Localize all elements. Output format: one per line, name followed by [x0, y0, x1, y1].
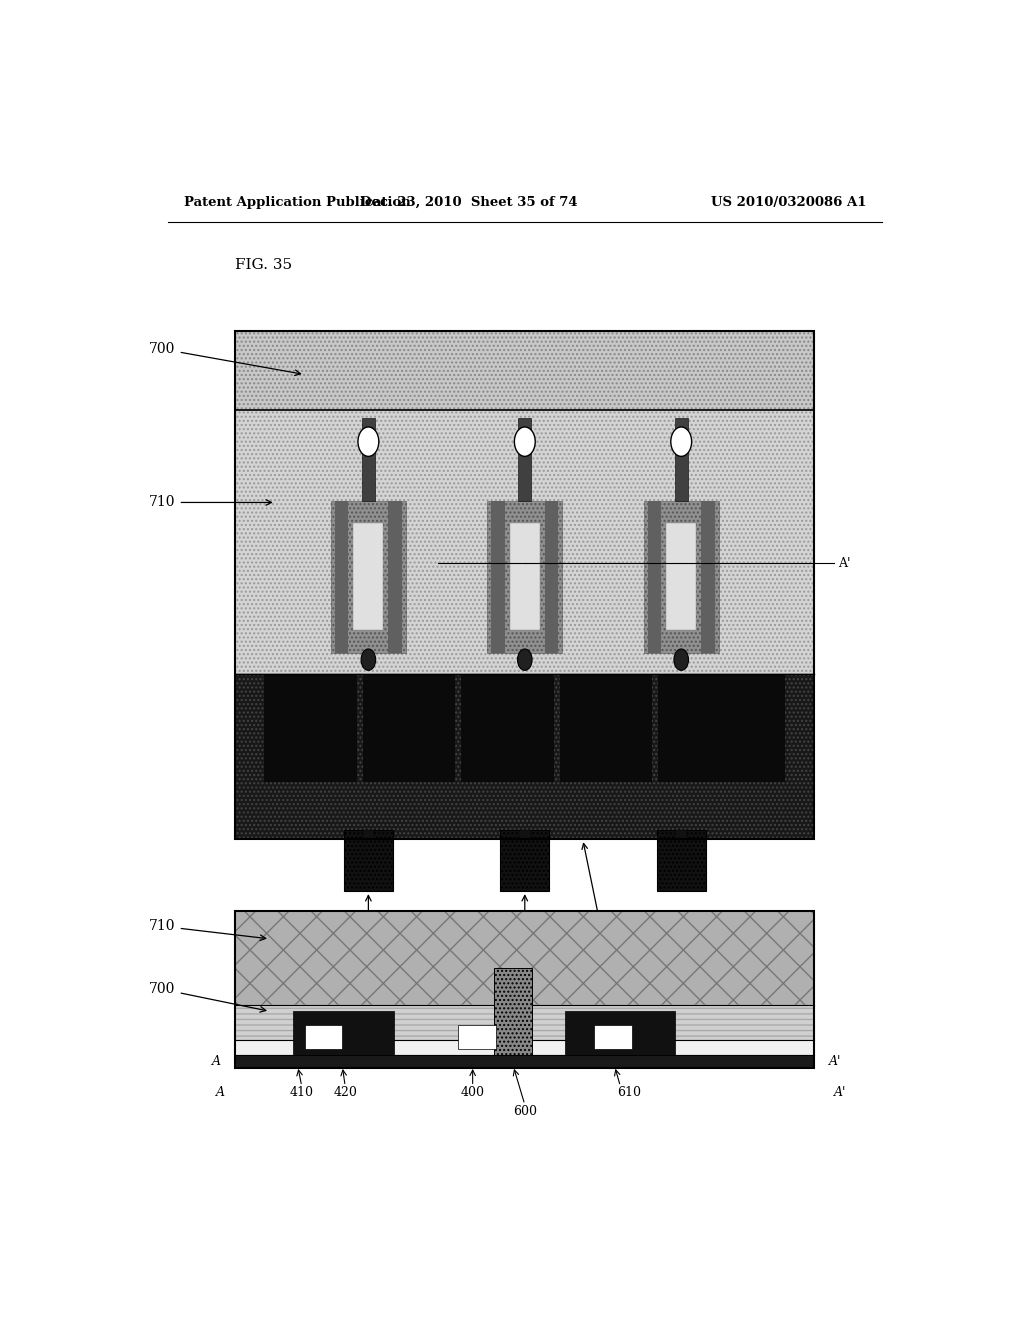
Text: 610: 610 [617, 1086, 641, 1100]
Bar [701, 500, 715, 653]
Bar [236, 911, 814, 1005]
Bar [676, 830, 687, 840]
Bar [658, 675, 785, 781]
Text: 700: 700 [150, 982, 266, 1012]
Text: 420: 420 [333, 1086, 357, 1100]
Bar [519, 830, 530, 840]
Bar [236, 1005, 814, 1040]
Text: A: A [212, 1055, 221, 1068]
Text: 410: 410 [290, 1086, 313, 1100]
Text: A': A' [828, 1055, 841, 1068]
Bar [388, 500, 402, 653]
Text: 710: 710 [150, 495, 271, 510]
Text: 710: 710 [150, 919, 266, 941]
Text: 420: 420 [355, 924, 382, 937]
Ellipse shape [674, 649, 688, 671]
Bar [293, 1011, 394, 1056]
Bar [565, 1011, 676, 1056]
Bar [264, 675, 356, 781]
Bar [594, 1026, 632, 1049]
Bar [675, 418, 687, 500]
Bar [518, 418, 531, 500]
Bar [236, 675, 814, 840]
Bar [461, 675, 554, 781]
Text: 610: 610 [598, 924, 625, 937]
Bar [236, 331, 814, 840]
Bar [236, 1056, 814, 1068]
Text: Patent Application Publication: Patent Application Publication [183, 195, 411, 209]
Text: 700: 700 [150, 342, 301, 375]
Bar [362, 418, 375, 500]
Bar [344, 830, 393, 891]
Bar [458, 1026, 496, 1049]
Bar [335, 500, 348, 653]
Bar [362, 830, 374, 840]
Bar [236, 1040, 814, 1056]
Bar [331, 500, 407, 653]
Bar [559, 675, 652, 781]
Bar [353, 524, 383, 630]
Text: Dec. 23, 2010  Sheet 35 of 74: Dec. 23, 2010 Sheet 35 of 74 [360, 195, 579, 209]
Bar [492, 500, 505, 653]
Ellipse shape [514, 426, 536, 457]
Text: 400: 400 [461, 1086, 484, 1100]
Bar [643, 500, 719, 653]
Text: FIG. 35: FIG. 35 [236, 259, 292, 272]
Bar [495, 968, 532, 1055]
Text: US 2010/0320086 A1: US 2010/0320086 A1 [711, 195, 866, 209]
Ellipse shape [671, 426, 691, 457]
Bar [362, 675, 456, 781]
Ellipse shape [358, 426, 379, 457]
Text: A: A [216, 1086, 225, 1100]
Bar [647, 500, 662, 653]
Bar [510, 524, 540, 630]
Text: A': A' [835, 1086, 847, 1100]
Bar [236, 411, 814, 675]
Bar [667, 524, 696, 630]
Bar [545, 500, 558, 653]
Text: A': A' [839, 557, 851, 570]
Bar [236, 911, 814, 1068]
Bar [236, 331, 814, 411]
Text: 600: 600 [513, 1105, 537, 1118]
Ellipse shape [361, 649, 376, 671]
Bar [656, 830, 706, 891]
Bar [487, 500, 562, 653]
Text: 600: 600 [512, 924, 538, 937]
Bar [305, 1026, 342, 1049]
Bar [500, 830, 550, 891]
Ellipse shape [517, 649, 532, 671]
